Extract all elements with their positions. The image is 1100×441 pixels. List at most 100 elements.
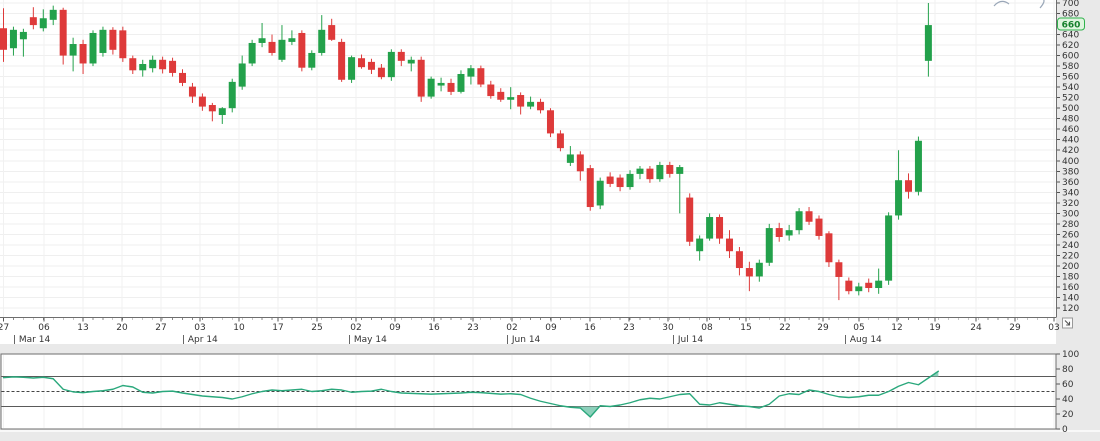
price-tick-label: 640 <box>1062 31 1079 41</box>
candle <box>497 88 505 102</box>
candle <box>89 30 97 67</box>
candle-body <box>924 25 932 61</box>
candle <box>487 80 495 99</box>
candle-body <box>735 251 743 269</box>
price-tick-label: 360 <box>1062 178 1079 188</box>
candle-body <box>348 57 356 80</box>
candle-body <box>387 51 395 78</box>
candle-body <box>537 101 545 111</box>
candle-body <box>427 78 435 97</box>
candle-body <box>109 29 117 50</box>
oscillator-panel-area[interactable] <box>1 354 1056 429</box>
candle <box>59 7 67 65</box>
day-tick-label: 27 <box>0 323 9 333</box>
candle <box>9 26 17 56</box>
day-tick-label: 29 <box>817 323 829 333</box>
day-tick-label: 24 <box>970 323 982 333</box>
candle <box>576 151 584 181</box>
candle-body <box>775 228 783 238</box>
day-tick-label: 03 <box>194 323 205 333</box>
candle-body <box>885 215 893 281</box>
candle-body <box>238 63 246 87</box>
candle <box>696 235 704 261</box>
candle <box>924 3 932 77</box>
price-tick-label: 400 <box>1062 157 1079 167</box>
candle-body <box>99 29 107 53</box>
candle-body <box>49 9 57 20</box>
candle <box>477 65 485 88</box>
candle-body <box>0 28 7 50</box>
panel-bottom-highlight <box>0 430 1100 432</box>
oscillator-tick-label: 40 <box>1062 395 1074 405</box>
candle-body <box>576 154 584 172</box>
candle-body <box>745 268 753 277</box>
day-tick-label: 06 <box>38 323 50 333</box>
candle-body <box>29 17 37 26</box>
candle <box>825 231 833 267</box>
price-tick-label: 500 <box>1062 104 1079 114</box>
price-tick-label: 220 <box>1062 251 1079 261</box>
candle <box>318 15 326 56</box>
resize-icon[interactable] <box>1062 317 1073 329</box>
candle <box>656 161 664 182</box>
day-tick-label: 09 <box>545 323 557 333</box>
candle-body <box>825 233 833 263</box>
day-tick-label: 27 <box>155 323 166 333</box>
candle <box>298 30 306 72</box>
price-tick-label: 420 <box>1062 146 1079 156</box>
price-tick-label: 680 <box>1062 10 1079 20</box>
candle-body <box>258 38 266 43</box>
day-tick-label: 15 <box>740 323 751 333</box>
candle-body <box>59 9 67 56</box>
day-tick-label: 25 <box>311 323 322 333</box>
candle <box>636 166 644 180</box>
candle <box>735 247 743 276</box>
price-tick-label: 240 <box>1062 241 1079 251</box>
candle <box>835 259 843 301</box>
candle <box>348 55 356 83</box>
candle <box>845 277 853 295</box>
candle <box>875 268 883 294</box>
candle-body <box>795 211 803 231</box>
candle-body <box>179 72 187 83</box>
candle-body <box>89 32 97 64</box>
candle-body <box>785 230 793 236</box>
day-tick-label: 10 <box>233 323 245 333</box>
candle <box>198 93 206 111</box>
candle <box>238 55 246 90</box>
main-plot-background <box>0 0 1056 317</box>
candle <box>427 76 435 99</box>
candle-body <box>755 262 763 277</box>
day-tick-label: 13 <box>77 323 88 333</box>
candle-body <box>169 60 177 73</box>
candle <box>159 56 167 74</box>
main-grid <box>0 0 1056 317</box>
price-tick-label: 700 <box>1062 0 1079 9</box>
candle-body <box>447 82 455 92</box>
candle-body <box>437 82 445 86</box>
candle <box>815 215 823 240</box>
candle-body <box>586 168 594 208</box>
candle-body <box>914 140 922 192</box>
candle-body <box>208 105 216 112</box>
price-tick-label: 260 <box>1062 230 1079 240</box>
day-tick-label: 22 <box>779 323 790 333</box>
oscillator-tick-label: 0 <box>1062 425 1068 435</box>
candle <box>556 130 564 152</box>
main-plot-area[interactable] <box>0 0 1056 317</box>
day-tick-label: 16 <box>428 323 440 333</box>
candle-body <box>596 180 604 206</box>
candle <box>706 213 714 241</box>
candle <box>79 39 87 74</box>
candle <box>417 56 425 102</box>
candle-body <box>288 38 296 42</box>
price-tick-label: 540 <box>1062 83 1079 93</box>
price-tick-label: 560 <box>1062 73 1079 83</box>
candle-body <box>328 25 336 40</box>
candle-body <box>765 228 773 263</box>
candle-body <box>79 44 87 64</box>
candle <box>855 282 863 296</box>
candle-body <box>696 238 704 252</box>
price-tick-label: 200 <box>1062 262 1079 272</box>
